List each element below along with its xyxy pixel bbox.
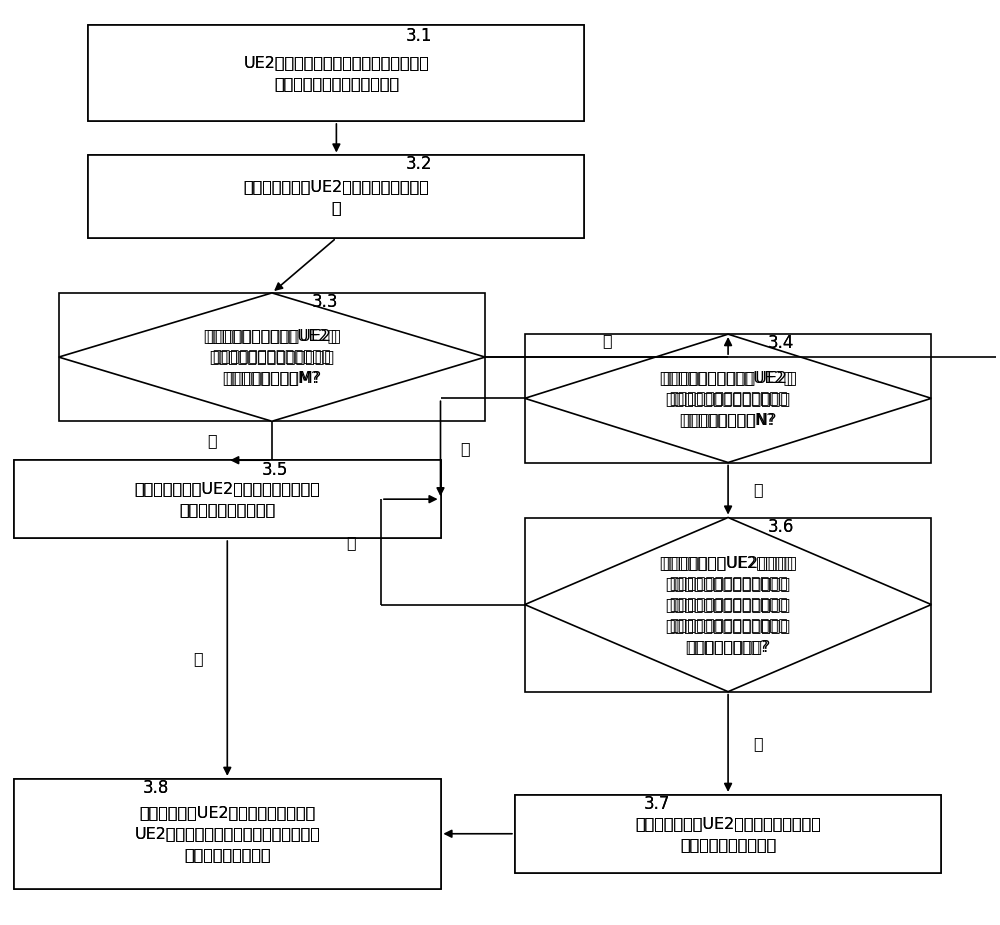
- Text: 3.4: 3.4: [768, 334, 794, 352]
- FancyBboxPatch shape: [14, 779, 441, 889]
- Text: 3.1: 3.1: [406, 27, 432, 45]
- Text: 网络侧设备获取UE2上行控制
信道采用双天线发射方式相比
单天线发射方式的解调性能增
益，判断该解调性能增益是否
大于预设增益阈值?: 网络侧设备获取UE2上行控制 信道采用双天线发射方式相比 单天线发射方式的解调性…: [659, 555, 797, 654]
- Text: 是: 是: [753, 735, 763, 751]
- Text: 网络侧设备获取UE2的上行信道的质量信
息: 网络侧设备获取UE2的上行信道的质量信 息: [243, 179, 429, 215]
- Text: UE2向网络侧设备发送上行信令，该上行
信令用于上报终端的能力信息: UE2向网络侧设备发送上行信令，该上行 信令用于上报终端的能力信息: [243, 55, 429, 91]
- Text: 是: 是: [208, 433, 217, 449]
- FancyBboxPatch shape: [88, 155, 584, 238]
- Text: 否: 否: [193, 651, 203, 666]
- FancyBboxPatch shape: [525, 517, 931, 692]
- Text: 否: 否: [602, 333, 611, 348]
- Text: 网络侧设备确定UE2上行控制信道的发射
方式为单天线发射方式: 网络侧设备确定UE2上行控制信道的发射 方式为单天线发射方式: [134, 481, 320, 517]
- Text: 3.3: 3.3: [312, 293, 338, 311]
- Polygon shape: [525, 517, 931, 692]
- Text: 网络侧设备向UE2发送下行信令，指示
UE2在上行控制信道采用网络侧设备确定
的发射方式进行发射: 网络侧设备向UE2发送下行信令，指示 UE2在上行控制信道采用网络侧设备确定 的…: [134, 806, 320, 862]
- Text: 网络侧设备获取UE2上行控制
信道采用双天线发射方式相比
单天线发射方式的解调性能增
益，判断该解调性能增益是否
大于预设增益阈值?: 网络侧设备获取UE2上行控制 信道采用双天线发射方式相比 单天线发射方式的解调性…: [663, 555, 794, 654]
- Text: 网络侧设备获取UE2的上行信道的质量信
息: 网络侧设备获取UE2的上行信道的质量信 息: [243, 179, 429, 215]
- FancyBboxPatch shape: [14, 461, 441, 538]
- Text: 3.6: 3.6: [768, 517, 794, 536]
- FancyBboxPatch shape: [59, 293, 485, 421]
- Polygon shape: [525, 334, 931, 462]
- Text: 3.1: 3.1: [406, 27, 432, 45]
- FancyBboxPatch shape: [14, 779, 441, 889]
- Text: 3.5: 3.5: [262, 461, 288, 478]
- FancyBboxPatch shape: [525, 334, 931, 462]
- Text: 网络侧设备判断获取的UE2的
上行信道的质量信息是否大于
第一预设质量阈值M?: 网络侧设备判断获取的UE2的 上行信道的质量信息是否大于 第一预设质量阈值M?: [206, 328, 337, 386]
- Text: 网络侧设备确定UE2上行控制信道的发射
方式为双天线发射方式: 网络侧设备确定UE2上行控制信道的发射 方式为双天线发射方式: [635, 816, 821, 852]
- Text: 3.4: 3.4: [768, 334, 794, 352]
- Text: 3.5: 3.5: [262, 461, 288, 478]
- FancyBboxPatch shape: [88, 155, 584, 238]
- Text: 3.6: 3.6: [768, 517, 794, 536]
- Text: UE2向网络侧设备发送上行信令，该上行
信令用于上报终端的能力信息: UE2向网络侧设备发送上行信令，该上行 信令用于上报终端的能力信息: [243, 55, 429, 91]
- Text: 否: 否: [347, 536, 356, 550]
- FancyBboxPatch shape: [515, 795, 941, 872]
- Text: 3.8: 3.8: [143, 779, 169, 796]
- Text: 3.7: 3.7: [644, 796, 670, 813]
- FancyBboxPatch shape: [88, 25, 584, 121]
- Text: 是: 是: [753, 483, 763, 498]
- Text: 3.8: 3.8: [143, 779, 169, 796]
- Text: 网络侧设备确定UE2上行控制信道的发射
方式为单天线发射方式: 网络侧设备确定UE2上行控制信道的发射 方式为单天线发射方式: [134, 481, 320, 517]
- Text: 网络侧设备判断获取的UE2的
上行信道的质量信息是否小于
第二预设质量阈值N?: 网络侧设备判断获取的UE2的 上行信道的质量信息是否小于 第二预设质量阈值N?: [659, 370, 797, 426]
- Text: 否: 否: [460, 441, 470, 456]
- Text: 网络侧设备确定UE2上行控制信道的发射
方式为双天线发射方式: 网络侧设备确定UE2上行控制信道的发射 方式为双天线发射方式: [635, 816, 821, 852]
- Text: 3.2: 3.2: [406, 155, 432, 173]
- FancyBboxPatch shape: [14, 461, 441, 538]
- Text: 3.3: 3.3: [312, 293, 338, 311]
- Text: 网络侧设备判断获取的UE2的
上行信道的质量信息是否小于
第二预设质量阈值N?: 网络侧设备判断获取的UE2的 上行信道的质量信息是否小于 第二预设质量阈值N?: [663, 370, 794, 426]
- Text: 网络侧设备向UE2发送下行信令，指示
UE2在上行控制信道采用网络侧设备确定
的发射方式进行发射: 网络侧设备向UE2发送下行信令，指示 UE2在上行控制信道采用网络侧设备确定 的…: [134, 806, 320, 862]
- Text: 网络侧设备判断获取的UE2的
上行信道的质量信息是否大于
第一预设质量阈值M?: 网络侧设备判断获取的UE2的 上行信道的质量信息是否大于 第一预设质量阈值M?: [203, 328, 341, 386]
- FancyBboxPatch shape: [88, 25, 584, 121]
- Polygon shape: [59, 293, 485, 421]
- FancyBboxPatch shape: [515, 795, 941, 872]
- Text: 3.2: 3.2: [406, 155, 432, 173]
- Text: 3.7: 3.7: [644, 796, 670, 813]
